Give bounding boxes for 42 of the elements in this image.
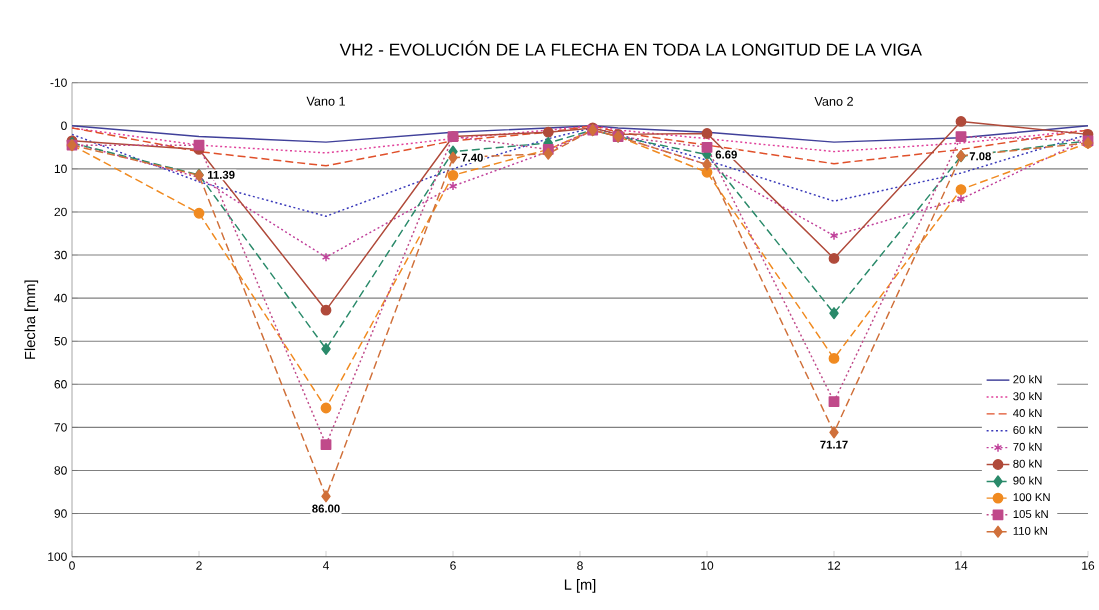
- y-tick-label: 40: [54, 293, 67, 303]
- legend-label: 30 kN: [1013, 391, 1042, 401]
- x-tick-label: 4: [322, 561, 329, 570]
- x-tick-label: 12: [828, 561, 841, 570]
- y-tick-label: 30: [54, 250, 67, 260]
- x-tick-label: 14: [955, 561, 968, 570]
- data-label: 7.40: [461, 153, 483, 162]
- legend-label: 105 kN: [1013, 509, 1048, 519]
- x-tick-label: 6: [450, 561, 456, 570]
- y-tick-label: 60: [54, 380, 67, 389]
- legend-label: 40 kN: [1013, 408, 1042, 418]
- x-tick-label: 0: [69, 561, 75, 570]
- y-tick-label: 100: [48, 552, 67, 561]
- chart-title: VH2 - EVOLUCIÓN DE LA FLECHA EN TODA LA LONGITUD DE LA VIGA: [339, 40, 922, 56]
- x-tick-label: 16: [1082, 561, 1095, 570]
- y-tick-label: 50: [54, 336, 67, 346]
- legend-label: 70 kN: [1013, 442, 1042, 451]
- x-tick-label: 10: [701, 561, 714, 570]
- y-tick-label: 10: [54, 164, 67, 174]
- annotation: Vano 2: [814, 96, 853, 106]
- x-tick-label: 8: [577, 561, 583, 570]
- legend-label: 110 kN: [1013, 526, 1047, 535]
- legend-label: 60 kN: [1013, 425, 1042, 434]
- annotation: Vano 1: [306, 96, 345, 106]
- data-label: 71.17: [820, 440, 848, 449]
- x-axis-title: L [m]: [564, 579, 596, 593]
- y-tick-label: -10: [50, 78, 67, 87]
- y-tick-label: 80: [54, 466, 67, 475]
- legend-label: 100 KN: [1013, 493, 1050, 502]
- y-tick-label: 20: [54, 207, 67, 217]
- legend-label: 20 kN: [1013, 375, 1042, 384]
- data-label: 11.39: [207, 170, 235, 179]
- y-tick-label: 90: [54, 509, 67, 518]
- data-label: 6.69: [715, 150, 737, 159]
- y-axis-title: Flecha [mm]: [24, 280, 39, 359]
- x-tick-label: 2: [196, 561, 202, 570]
- data-label: 86.00: [312, 504, 340, 513]
- data-label: 7.08: [969, 152, 991, 161]
- legend-label: 80 kN: [1013, 459, 1042, 468]
- legend-label: 90 kN: [1013, 476, 1042, 485]
- y-tick-label: 0: [61, 121, 67, 131]
- y-tick-label: 70: [54, 423, 67, 432]
